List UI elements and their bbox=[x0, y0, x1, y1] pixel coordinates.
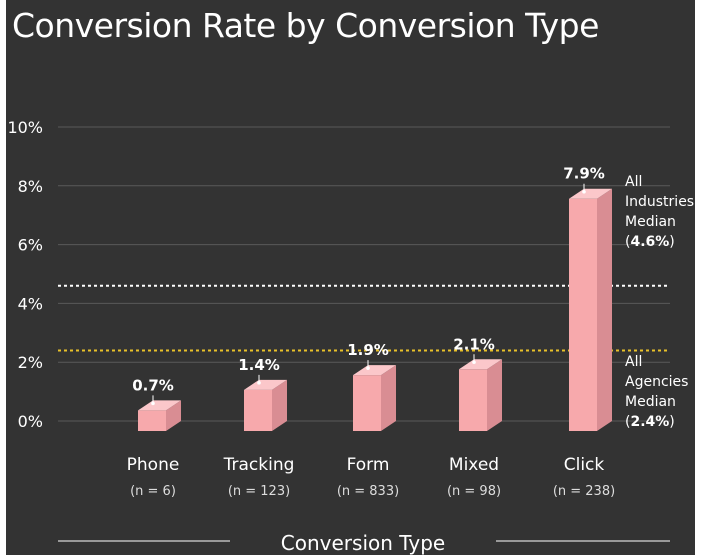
bar-front bbox=[569, 198, 597, 431]
y-axis: 0% 2% 4% 6% 8% 10% bbox=[7, 118, 43, 431]
value-marker bbox=[472, 360, 476, 365]
x-tick-label: Tracking bbox=[223, 455, 295, 475]
y-tick-label: 2% bbox=[18, 353, 43, 372]
value-marker bbox=[582, 189, 586, 194]
bar-top bbox=[244, 379, 287, 390]
x-tick-label: Mixed bbox=[449, 455, 499, 475]
value-marker bbox=[257, 381, 261, 385]
x-tick-note: (n = 238) bbox=[553, 484, 615, 499]
y-tick-label: 4% bbox=[18, 294, 43, 313]
x-axis-title: Conversion Type bbox=[281, 531, 445, 555]
value-labels: 0.7% 1.4% 1.9% 2.1% 7.9% bbox=[132, 165, 605, 395]
bar-top bbox=[569, 188, 612, 199]
bar bbox=[569, 183, 612, 431]
bar-side bbox=[381, 365, 396, 431]
bar-side bbox=[597, 188, 612, 431]
chart-title: Conversion Rate by Conversion Type bbox=[12, 6, 599, 45]
x-tick-note: (n = 833) bbox=[337, 484, 399, 499]
bar bbox=[244, 374, 287, 431]
x-tick-note: (n = 123) bbox=[228, 484, 290, 499]
y-tick-label: 10% bbox=[7, 118, 43, 137]
median-label: All Industries Median (4.6%) bbox=[625, 174, 694, 250]
bars bbox=[138, 183, 612, 431]
bar bbox=[138, 395, 181, 431]
x-axis: Phone (n = 6) Tracking (n = 123) Form (n = 83… bbox=[127, 455, 616, 499]
median-label: All Agencies Median (2.4%) bbox=[625, 354, 688, 430]
bar-front bbox=[353, 375, 381, 431]
data-label: 0.7% bbox=[132, 376, 174, 394]
bar-front bbox=[459, 369, 487, 431]
data-label: 1.9% bbox=[347, 341, 389, 359]
x-tick-label: Click bbox=[564, 455, 605, 475]
x-tick-note: (n = 98) bbox=[447, 484, 501, 499]
x-tick-label: Phone bbox=[127, 455, 180, 475]
data-label: 1.4% bbox=[238, 356, 280, 374]
bar bbox=[353, 360, 396, 431]
data-label: 2.1% bbox=[453, 335, 495, 353]
bar bbox=[459, 354, 502, 431]
data-label: 7.9% bbox=[563, 165, 605, 183]
bar-side bbox=[487, 359, 502, 431]
y-tick-label: 6% bbox=[18, 236, 43, 255]
y-tick-label: 8% bbox=[18, 177, 43, 196]
reference-lines bbox=[58, 284, 670, 352]
x-tick-label: Form bbox=[347, 455, 390, 475]
bar-side bbox=[166, 400, 181, 431]
value-marker bbox=[151, 401, 155, 406]
bar-side bbox=[272, 379, 287, 431]
median-annotations: All Industries Median (4.6%) All Agencies Medi… bbox=[625, 174, 694, 430]
y-tick-label: 0% bbox=[18, 412, 43, 431]
bar-top bbox=[459, 359, 502, 370]
value-marker bbox=[366, 366, 370, 370]
bar-front bbox=[138, 410, 166, 431]
x-tick-note: (n = 6) bbox=[130, 484, 176, 499]
bar-top bbox=[353, 365, 396, 376]
bar-front bbox=[244, 389, 272, 431]
bar-top bbox=[138, 400, 181, 411]
